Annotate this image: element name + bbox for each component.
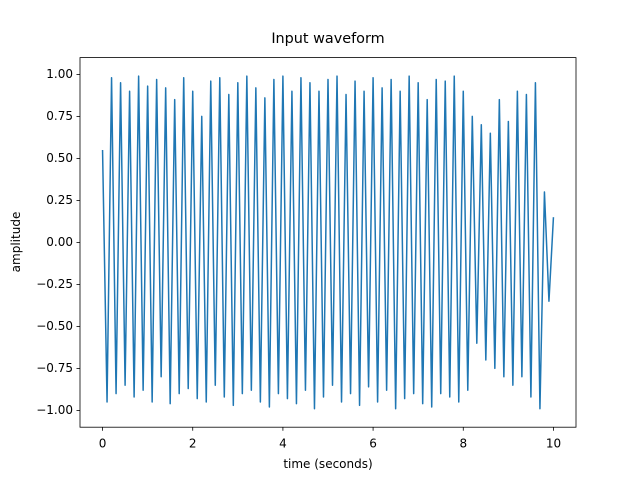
chart-title: Input waveform bbox=[271, 31, 384, 47]
y-tick-label: 0.50 bbox=[46, 151, 73, 165]
x-tick-label: 0 bbox=[99, 437, 107, 451]
x-axis-label: time (seconds) bbox=[283, 457, 372, 471]
y-axis-label: amplitude bbox=[9, 212, 23, 273]
y-tick-label: −0.25 bbox=[36, 277, 73, 291]
y-tick-label: 0.00 bbox=[46, 235, 73, 249]
waveform-line bbox=[101, 75, 555, 410]
y-tick-label: −0.50 bbox=[36, 319, 73, 333]
y-tick-label: −0.75 bbox=[36, 361, 73, 375]
x-tick-label: 8 bbox=[459, 437, 467, 451]
y-tick-label: 1.00 bbox=[46, 67, 73, 81]
x-tick-label: 10 bbox=[546, 437, 561, 451]
y-tick-label: 0.25 bbox=[46, 193, 73, 207]
x-tick-label: 2 bbox=[189, 437, 197, 451]
y-tick-label: −1.00 bbox=[36, 403, 73, 417]
x-tick-label: 4 bbox=[279, 437, 287, 451]
x-tick-label: 6 bbox=[369, 437, 377, 451]
y-tick-label: 0.75 bbox=[46, 109, 73, 123]
